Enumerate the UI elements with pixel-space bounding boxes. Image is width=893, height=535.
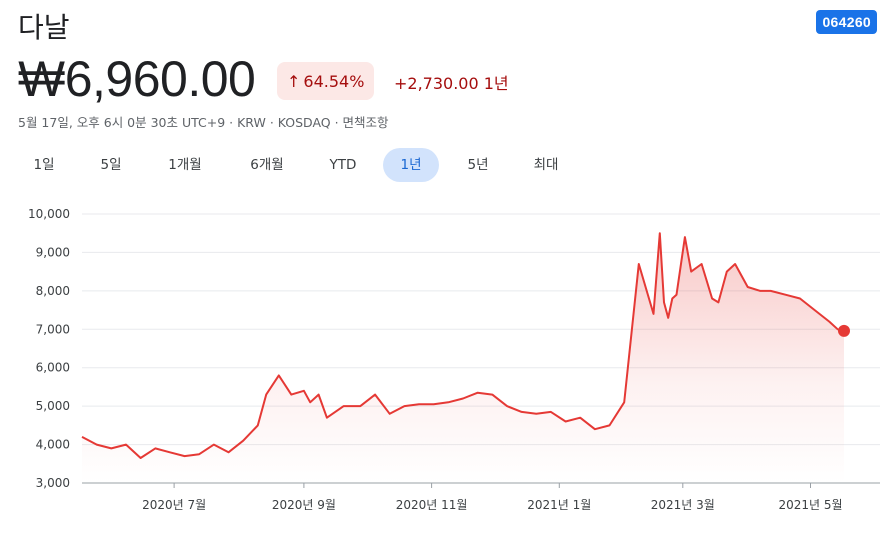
current-price: ₩6,960.00 <box>18 51 256 107</box>
tab-1m[interactable]: 1개월 <box>168 157 202 173</box>
tab-5y[interactable]: 5년 <box>467 157 489 173</box>
x-tick-label: 2020년 11월 <box>396 498 468 512</box>
y-tick-label: 4,000 <box>36 438 70 452</box>
x-tick-label: 2021년 5월 <box>778 498 842 512</box>
tab-5d[interactable]: 5일 <box>100 157 122 173</box>
stock-title: 다날 <box>18 11 70 44</box>
last-price-marker <box>838 324 850 337</box>
x-tick-label: 2020년 9월 <box>272 498 336 512</box>
y-tick-label: 10,000 <box>28 207 70 221</box>
tab-ytd[interactable]: YTD <box>329 157 357 173</box>
change-percent-value: 64.54% <box>303 71 365 91</box>
change-absolute: +2,730.00 1년 <box>394 70 509 94</box>
change-period: 1년 <box>483 74 509 93</box>
range-tabs: 1일 5일 1개월 6개월 YTD 1년 5년 최대 <box>14 148 614 182</box>
quote-meta: 5월 17일, 오후 6시 0분 30초 UTC+9 · KRW · KOSDA… <box>18 115 389 130</box>
x-tick-label: 2021년 3월 <box>651 498 715 512</box>
tab-1d[interactable]: 1일 <box>33 157 55 173</box>
tab-6m[interactable]: 6개월 <box>250 157 284 173</box>
ticker-badge[interactable]: 064260 <box>816 10 877 34</box>
y-tick-label: 9,000 <box>36 245 70 259</box>
tab-1y[interactable]: 1년 <box>383 148 439 182</box>
price-line <box>81 232 845 459</box>
y-tick-label: 6,000 <box>36 361 70 375</box>
x-tick-label: 2021년 1월 <box>527 498 591 512</box>
x-tick-label: 2020년 7월 <box>142 498 206 512</box>
arrow-up-icon: ↑ <box>287 71 301 91</box>
change-percent-badge: ↑ 64.54% <box>277 62 375 100</box>
change-absolute-value: +2,730.00 <box>394 74 479 93</box>
price-area-fill <box>82 233 844 483</box>
y-tick-label: 3,000 <box>36 476 70 490</box>
y-tick-label: 7,000 <box>36 322 70 336</box>
y-tick-label: 8,000 <box>36 284 70 298</box>
y-tick-label: 5,000 <box>36 399 70 413</box>
tab-max[interactable]: 최대 <box>533 157 559 173</box>
